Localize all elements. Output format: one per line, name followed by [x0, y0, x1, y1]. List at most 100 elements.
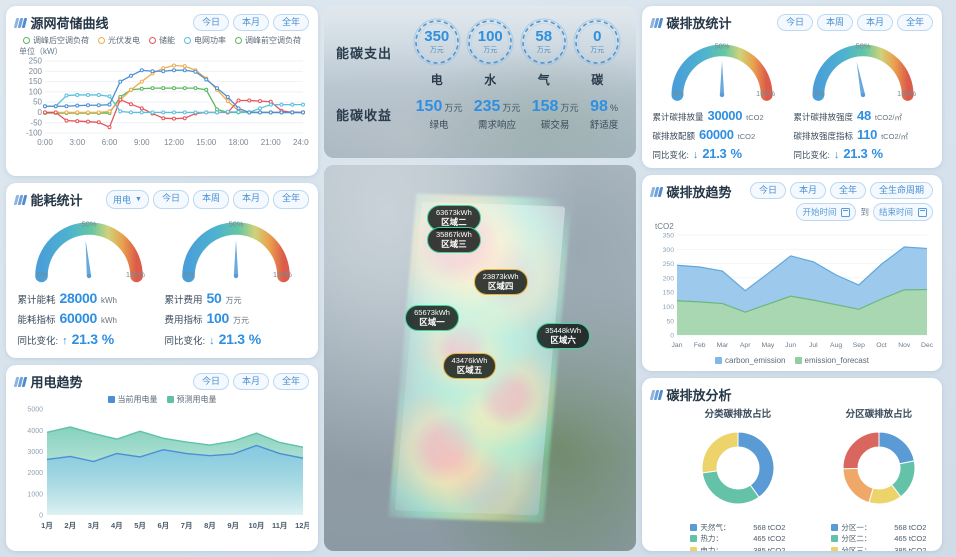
kpi-caption: 需求响应: [478, 120, 517, 131]
zone-label[interactable]: 43476kWh 区域五: [442, 353, 497, 379]
panel-energy-stats: 能耗统计 用电 ▼ 今日 本周 本月 全年 50% 0% 100%: [6, 183, 318, 358]
donut-legend-item[interactable]: 分区三： 385 tCO2: [831, 545, 927, 552]
kpi-ring-value: 58 万元: [518, 16, 570, 68]
svg-text:300: 300: [663, 247, 675, 254]
svg-text:Nov: Nov: [898, 342, 911, 349]
stat-value: 100: [206, 310, 230, 327]
svg-text:May: May: [761, 342, 774, 349]
legend-item[interactable]: 调峰前空调负荷: [235, 35, 301, 46]
svg-text:100%: 100%: [756, 89, 776, 98]
legend-item[interactable]: 当前用电量: [107, 394, 158, 405]
kpi-income-row: 能碳收益 150 万元 绿电 235 万元 需求响应 158 万元 碳交易 98% 舒…: [336, 98, 624, 131]
svg-text:6:00: 6:00: [102, 138, 118, 147]
zone-label[interactable]: 65673kWh 区域一: [405, 305, 459, 331]
kpi-ring-value: 350 万元: [411, 16, 463, 68]
building-heatmap-view[interactable]: 63673kWh 区域二 35867kWh 区域三 23873kWh 区域四 6567…: [324, 165, 636, 551]
kpi-income-cell: 98% 舒适度: [590, 98, 619, 131]
zone-label[interactable]: 23873kWh 区域四: [473, 269, 528, 295]
btn-full-year[interactable]: 全年: [272, 190, 309, 209]
legend-item[interactable]: 调峰后空调负荷: [23, 35, 89, 46]
energy-type-select[interactable]: 用电 ▼: [105, 190, 149, 209]
svg-text:-50: -50: [30, 118, 42, 127]
panel-header: 碳排放趋势 今日 本月 全年 全生命周期 开始时间 到: [649, 182, 933, 222]
zone-name: 区域二: [441, 217, 467, 228]
chart-legend: 调峰后空调负荷 光伏发电 储能 电网功率 调峰前空调负荷: [15, 35, 309, 46]
stat-value: 21.3: [71, 330, 98, 347]
svg-text:250: 250: [29, 57, 43, 66]
btn-today[interactable]: 今日: [192, 372, 229, 391]
zone-label[interactable]: 35448kWh 区域六: [536, 323, 591, 349]
legend-swatch-icon: [715, 357, 723, 365]
kpi-expense-cell: 350 万元 电: [411, 16, 463, 88]
gauge-block-cost: 50% 0% 100% 累计费用 50 万元 费用指标 100 万元: [165, 214, 307, 350]
carbon-intensity-gauge-icon: 50% 0% 100%: [811, 41, 917, 101]
svg-text:2000: 2000: [27, 470, 43, 477]
end-date-input[interactable]: 结束时间: [872, 203, 933, 222]
legend-item[interactable]: emission_forecast: [794, 356, 869, 365]
zone-label[interactable]: 35867kWh 区域三: [426, 227, 481, 253]
legend-value: 385 tCO2: [894, 545, 927, 552]
btn-this-month[interactable]: 本月: [856, 13, 893, 32]
zone-consumption: 23873kWh: [482, 272, 519, 281]
stat-row: 累计碳排放强度 48 tCO2/㎡: [794, 107, 932, 126]
kpi-value: 150: [415, 98, 443, 115]
donut-legend-item[interactable]: 分区一： 568 tCO2: [831, 522, 926, 533]
btn-full-lifecycle[interactable]: 全生命周期: [869, 182, 933, 200]
legend-label: 天然气：: [700, 523, 731, 532]
btn-full-year[interactable]: 全年: [272, 13, 309, 32]
stat-value: 28000: [59, 290, 98, 306]
stat-unit: tCO2: [737, 131, 756, 141]
btn-today[interactable]: 今日: [152, 190, 189, 209]
btn-today[interactable]: 今日: [749, 182, 786, 200]
kpi-ring: 350 万元: [411, 16, 463, 68]
legend-item[interactable]: 光伏发电: [98, 35, 140, 46]
donut-legend-item[interactable]: 热力： 465 tCO2: [690, 533, 785, 544]
left-column: 源网荷储曲线 今日 本月 全年 调峰后空调负荷 光伏发电 储能 电网功率 调峰前…: [6, 6, 318, 551]
start-date-placeholder: 开始时间: [802, 207, 837, 218]
stat-unit: tCO2/㎡: [881, 131, 909, 141]
btn-full-year[interactable]: 全年: [272, 372, 309, 391]
btn-full-year[interactable]: 全年: [829, 182, 866, 200]
donut-legend-item[interactable]: 天然气： 568 tCO2: [690, 522, 785, 533]
kpi-expense-cells: 350 万元 电 100 万元 水 58 万元 气: [410, 16, 624, 88]
stat-label: 碳排放强度指标: [793, 130, 854, 141]
btn-today[interactable]: 今日: [776, 13, 813, 32]
btn-this-week[interactable]: 本周: [192, 190, 229, 209]
btn-this-month[interactable]: 本月: [232, 13, 269, 32]
donut-legend-item[interactable]: 分区二： 465 tCO2: [831, 533, 926, 544]
svg-text:0%: 0%: [37, 270, 48, 279]
legend-swatch-icon: [831, 524, 839, 532]
kpi-value: 235: [473, 98, 501, 115]
btn-this-week[interactable]: 本周: [816, 13, 853, 32]
legend-label: 分区二：: [841, 534, 872, 544]
btn-this-month[interactable]: 本月: [789, 182, 826, 200]
gauge-stats: 累计能耗 28000 kWh 能耗指标 60000 kWh 同比变化: ↑: [18, 288, 160, 350]
carbon-total-gauge-icon: 50% 0% 100%: [670, 41, 776, 101]
donut-legend-item[interactable]: 电力： 385 tCO2: [690, 545, 785, 551]
svg-text:7月: 7月: [181, 521, 193, 530]
stat-unit: kWh: [100, 296, 117, 305]
panel-title-text: 碳排放分析: [666, 388, 732, 403]
stat-unit: tCO2: [746, 113, 764, 122]
start-date-input[interactable]: 开始时间: [796, 203, 857, 222]
stat-label: 能耗指标: [17, 315, 56, 327]
btn-full-year[interactable]: 全年: [896, 13, 933, 32]
stat-value: 60000: [59, 310, 98, 327]
svg-text:100%: 100%: [897, 89, 917, 98]
btn-this-month[interactable]: 本月: [232, 372, 269, 391]
legend-item[interactable]: 预测用电量: [166, 394, 217, 405]
stat-unit: %: [871, 145, 883, 161]
legend-item[interactable]: carbon_emission: [715, 356, 786, 365]
kpi-income-value-row: 158 万元: [532, 98, 579, 116]
stat-value: 21.3: [843, 145, 868, 161]
panel-source-grid-load-storage: 源网荷储曲线 今日 本月 全年 调峰后空调负荷 光伏发电 储能 电网功率 调峰前…: [6, 6, 318, 176]
svg-text:0: 0: [39, 513, 43, 520]
legend-item[interactable]: 电网功率: [184, 35, 226, 46]
btn-this-month[interactable]: 本月: [232, 190, 269, 209]
legend-item[interactable]: 储能: [149, 35, 175, 46]
zone-donut-legend: 分区一： 568 tCO2 分区二： 465 tCO2 分区三： 385 tCO…: [825, 522, 933, 551]
panel-title-text: 碳排放趋势: [666, 185, 732, 200]
stat-unit: 万元: [232, 316, 249, 326]
date-range-separator: 到: [860, 207, 869, 218]
btn-today[interactable]: 今日: [192, 13, 229, 32]
